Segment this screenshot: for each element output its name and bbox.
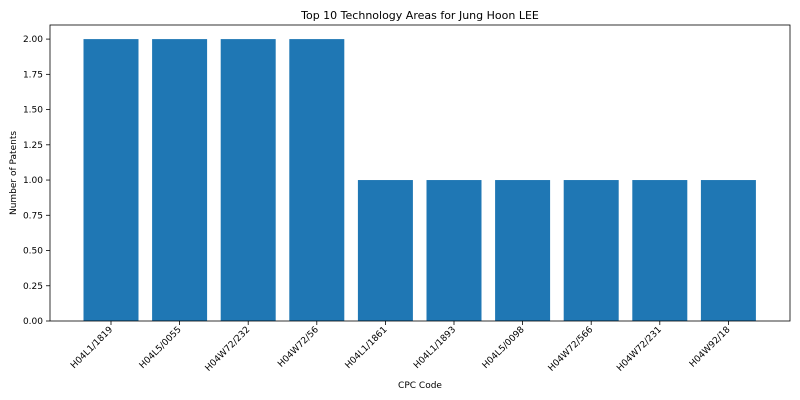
- y-tick-label: 1.50: [23, 106, 43, 116]
- y-tick-label: 1.25: [23, 141, 43, 151]
- bar-5: [358, 180, 413, 321]
- y-tick-label: 1.75: [23, 70, 43, 80]
- bar-8: [564, 180, 619, 321]
- y-tick-label: 0.25: [23, 282, 43, 292]
- y-tick-label: 1.00: [23, 176, 43, 186]
- y-axis-label: Number of Patents: [9, 131, 19, 215]
- bar-9: [632, 180, 687, 321]
- bar-1: [84, 39, 139, 321]
- bar-6: [427, 180, 482, 321]
- x-axis-label: CPC Code: [398, 381, 442, 391]
- bar-2: [152, 39, 207, 321]
- bar-7: [495, 180, 550, 321]
- y-tick-label: 0.75: [23, 211, 43, 221]
- y-tick-label: 0.00: [23, 317, 43, 327]
- bar-3: [221, 39, 276, 321]
- y-tick-label: 0.50: [23, 247, 43, 257]
- y-tick-label: 2.00: [23, 35, 43, 45]
- bar-4: [289, 39, 344, 321]
- bar-10: [701, 180, 756, 321]
- chart-title: Top 10 Technology Areas for Jung Hoon LE…: [300, 9, 539, 22]
